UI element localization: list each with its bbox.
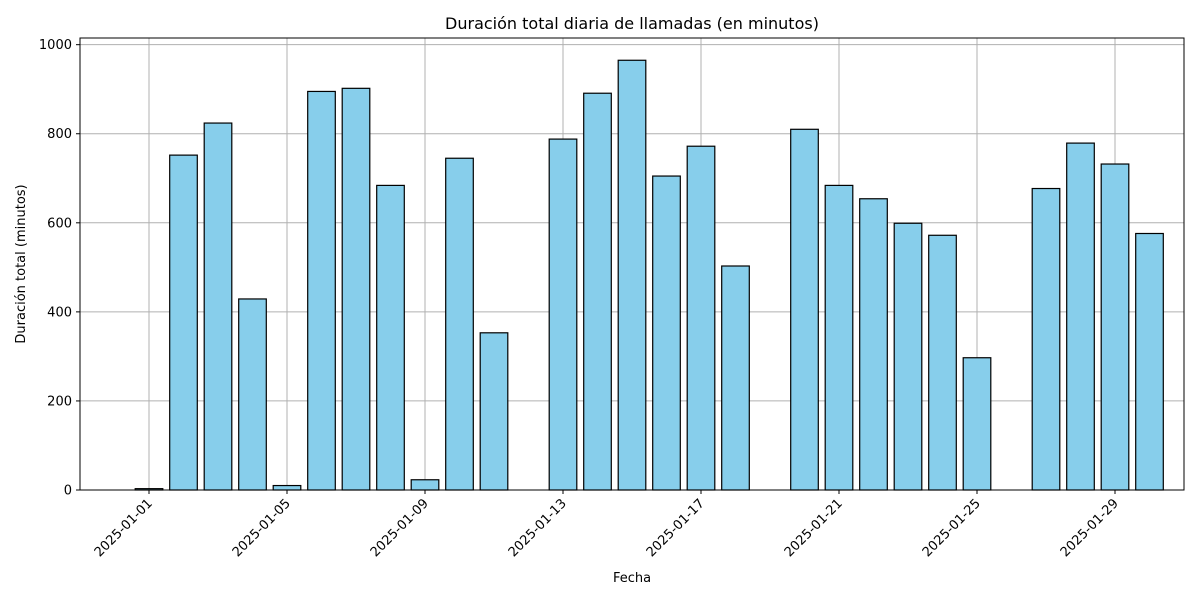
x-tick-label: 2025-01-25 — [920, 496, 984, 560]
bar-2025-01-13 — [548, 138, 578, 491]
bar-2025-01-24 — [928, 234, 957, 491]
bars-layer — [134, 59, 1164, 491]
x-axis: 2025-01-01 2025-01-05 2025-01-09 2025-01-13… — [92, 490, 1122, 560]
bar-2025-01-05 — [272, 484, 302, 491]
bar-2025-01-21 — [824, 184, 854, 491]
y-tick-label: 200 — [47, 394, 72, 409]
bar-2025-01-27 — [1031, 187, 1061, 491]
bar-2025-01-03 — [203, 122, 233, 491]
y-axis: 0 200 400 600 800 1000 — [39, 38, 80, 499]
chart-title: Duración total diaria de llamadas (en mi… — [445, 14, 819, 33]
y-tick-label: 600 — [47, 216, 72, 231]
bar-2025-01-25 — [962, 357, 992, 491]
bar-2025-01-06 — [307, 90, 336, 491]
bar-2025-01-16 — [652, 175, 681, 491]
x-tick-label: 2025-01-09 — [368, 496, 432, 560]
bar-2025-01-17 — [686, 145, 716, 491]
x-tick-label: 2025-01-29 — [1058, 496, 1122, 560]
bar-2025-01-02 — [169, 154, 198, 491]
bar-2025-01-14 — [583, 92, 612, 491]
bar-2025-01-22 — [859, 198, 888, 491]
x-tick-label: 2025-01-01 — [92, 496, 156, 560]
bar-2025-01-28 — [1066, 142, 1095, 491]
x-tick-label: 2025-01-05 — [230, 496, 294, 560]
y-tick-label: 1000 — [39, 38, 72, 53]
bar-2025-01-23 — [893, 222, 923, 491]
bar-2025-01-15 — [617, 59, 647, 491]
bar-2025-01-07 — [341, 87, 371, 491]
y-tick-label: 400 — [47, 305, 72, 320]
bar-2025-01-10 — [445, 157, 474, 491]
bar-2025-01-09 — [410, 479, 440, 491]
bar-2025-01-20 — [790, 128, 819, 491]
bar-2025-01-08 — [376, 184, 405, 491]
bar-2025-01-18 — [721, 265, 750, 491]
bar-2025-01-30 — [1135, 232, 1164, 491]
x-axis-label: Fecha — [613, 571, 651, 586]
x-tick-label: 2025-01-13 — [506, 496, 570, 560]
bar-2025-01-29 — [1100, 163, 1130, 491]
y-tick-label: 800 — [47, 127, 72, 142]
x-tick-label: 2025-01-17 — [644, 496, 708, 560]
bar-2025-01-04 — [238, 298, 267, 491]
plot-frame — [79, 37, 1185, 491]
y-tick-label: 0 — [64, 484, 72, 499]
x-tick-label: 2025-01-21 — [782, 496, 846, 560]
y-axis-label: Duración total (minutos) — [14, 184, 29, 343]
bar-2025-01-11 — [479, 332, 509, 491]
